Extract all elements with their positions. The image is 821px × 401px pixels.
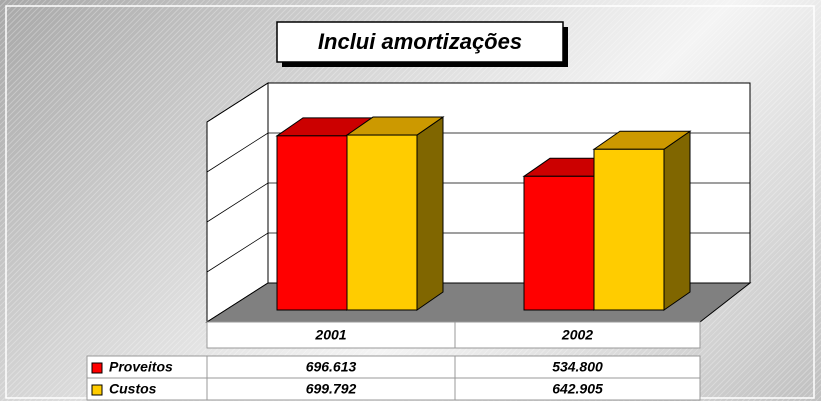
legend-swatch <box>91 384 103 396</box>
bar <box>593 148 665 311</box>
bar-side <box>663 130 691 311</box>
legend-label: Proveitos <box>109 359 173 375</box>
value-label: 534.800 <box>552 359 603 375</box>
value-label: 642.905 <box>552 381 603 397</box>
grid-line <box>206 132 750 173</box>
table-header <box>206 321 701 349</box>
legend-label: Custos <box>109 381 157 397</box>
chart-title: Inclui amortizações <box>318 29 522 54</box>
bar <box>276 135 348 311</box>
category-label: 2001 <box>314 327 346 343</box>
value-label: 699.792 <box>306 381 357 397</box>
value-label: 696.613 <box>306 359 357 375</box>
bar <box>523 175 595 311</box>
legend-swatch <box>91 362 103 374</box>
category-label: 2002 <box>561 327 593 343</box>
bar <box>346 134 418 311</box>
title-box <box>276 21 564 63</box>
table-cell <box>454 377 701 401</box>
bar-side <box>416 116 444 311</box>
grid-line <box>206 82 750 123</box>
